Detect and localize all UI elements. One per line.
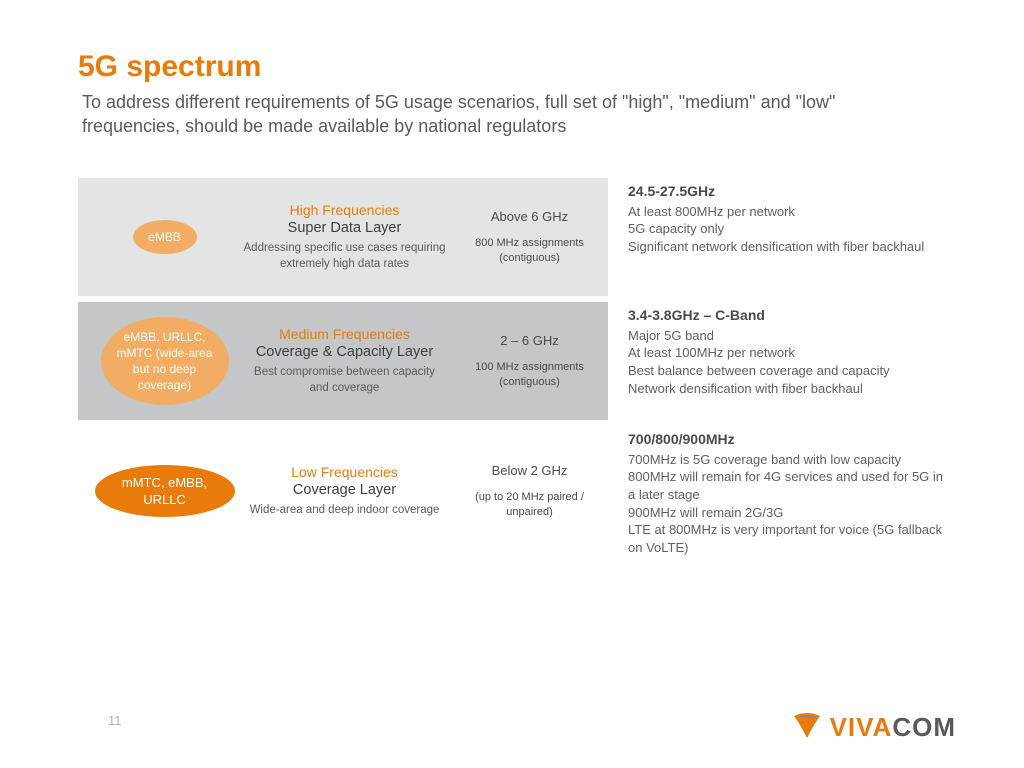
detail-column: 700/800/900MHz 700MHz is 5G coverage ban… (608, 426, 948, 556)
logo-text-viva: VIVA (830, 712, 893, 742)
freq-range: Below 2 GHz (492, 463, 568, 478)
layer-name: Coverage & Capacity Layer (256, 344, 433, 360)
freq-heading: High Frequencies (290, 202, 400, 218)
center-column: High Frequencies Super Data Layer Addres… (237, 202, 452, 272)
detail-body: 700MHz is 5G coverage band with low capa… (628, 451, 948, 556)
spectrum-row-high: eMBB High Frequencies Super Data Layer A… (78, 178, 948, 296)
assignment-column: 2 – 6 GHz 100 MHz assignments (contiguou… (452, 333, 607, 390)
detail-heading: 700/800/900MHz (628, 430, 948, 449)
spectrum-row-low: mMTC, eMBB, URLLC Low Frequencies Covera… (78, 426, 948, 556)
row-left-block: eMBB, URLLC, mMTC (wide-area but no deep… (78, 302, 608, 420)
detail-column: 24.5-27.5GHz At least 800MHz per network… (608, 178, 948, 296)
freq-heading: Medium Frequencies (279, 326, 410, 342)
ellipse-wrap: mMTC, eMBB, URLLC (92, 465, 237, 517)
assignment-note: 100 MHz assignments (contiguous) (452, 360, 607, 390)
layer-name: Super Data Layer (288, 220, 402, 236)
use-case-ellipse: mMTC, eMBB, URLLC (95, 465, 235, 517)
detail-heading: 24.5-27.5GHz (628, 182, 948, 201)
layer-desc: Addressing specific use cases requiring … (243, 240, 446, 272)
page-title: 5G spectrum (78, 50, 261, 84)
assignment-column: Below 2 GHz (up to 20 MHz paired / unpai… (452, 463, 607, 520)
logo-text: VIVACOM (830, 712, 956, 743)
logo-mark-icon (790, 710, 824, 744)
freq-heading: Low Frequencies (291, 464, 398, 480)
freq-range: 2 – 6 GHz (500, 333, 559, 348)
page-subtitle: To address different requirements of 5G … (82, 90, 912, 139)
vivacom-logo: VIVACOM (790, 710, 956, 744)
layer-name: Coverage Layer (293, 482, 396, 498)
center-column: Medium Frequencies Coverage & Capacity L… (237, 326, 452, 396)
freq-range: Above 6 GHz (491, 209, 568, 224)
layer-desc: Best compromise between capacity and cov… (243, 364, 446, 396)
detail-heading: 3.4-3.8GHz – C-Band (628, 306, 948, 325)
ellipse-wrap: eMBB (92, 220, 237, 254)
spectrum-rows: eMBB High Frequencies Super Data Layer A… (78, 178, 948, 562)
ellipse-wrap: eMBB, URLLC, mMTC (wide-area but no deep… (92, 317, 237, 405)
detail-body: At least 800MHz per network 5G capacity … (628, 203, 948, 256)
assignment-column: Above 6 GHz 800 MHz assignments (contigu… (452, 209, 607, 266)
assignment-note: (up to 20 MHz paired / unpaired) (452, 490, 607, 520)
use-case-ellipse: eMBB (133, 220, 197, 254)
row-left-block: eMBB High Frequencies Super Data Layer A… (78, 178, 608, 296)
detail-body: Major 5G band At least 100MHz per networ… (628, 327, 948, 397)
spectrum-row-medium: eMBB, URLLC, mMTC (wide-area but no deep… (78, 302, 948, 420)
layer-desc: Wide-area and deep indoor coverage (250, 502, 440, 518)
detail-column: 3.4-3.8GHz – C-Band Major 5G band At lea… (608, 302, 948, 420)
logo-text-com: COM (892, 712, 956, 742)
page-number: 11 (108, 713, 122, 728)
use-case-ellipse: eMBB, URLLC, mMTC (wide-area but no deep… (101, 317, 229, 405)
assignment-note: 800 MHz assignments (contiguous) (452, 236, 607, 266)
center-column: Low Frequencies Coverage Layer Wide-area… (237, 464, 452, 518)
row-left-block: mMTC, eMBB, URLLC Low Frequencies Covera… (78, 426, 608, 556)
